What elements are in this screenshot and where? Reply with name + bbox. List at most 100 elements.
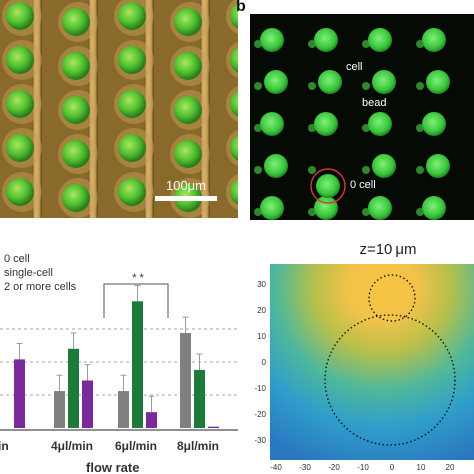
bead <box>426 154 450 178</box>
bead <box>6 90 34 118</box>
x-tick-label: -10 <box>357 463 369 472</box>
label-zero-cell: 0 cell <box>350 179 376 191</box>
bead <box>62 184 90 212</box>
bead <box>230 3 238 29</box>
channel-wall <box>32 0 42 218</box>
bead <box>6 46 34 74</box>
side-cell <box>308 40 316 48</box>
bar <box>14 359 25 428</box>
bar <box>208 426 219 428</box>
cell-outline-body <box>324 314 456 446</box>
bead <box>118 90 146 118</box>
bead <box>260 196 284 220</box>
heatmap-title: z=10 μm <box>359 241 416 258</box>
channel-wall <box>200 0 210 218</box>
scale-bar <box>155 196 217 201</box>
bead <box>372 154 396 178</box>
bar <box>146 412 157 428</box>
bead <box>368 196 392 220</box>
bead <box>260 112 284 136</box>
bar <box>82 380 93 428</box>
side-cell <box>362 166 370 174</box>
side-cell <box>308 124 316 132</box>
bead <box>368 28 392 52</box>
channel-wall <box>144 0 154 218</box>
x-tick-label: -40 <box>270 463 282 472</box>
bead <box>372 70 396 94</box>
side-cell <box>362 82 370 90</box>
side-cell <box>254 40 262 48</box>
side-cell <box>416 166 424 174</box>
bead <box>118 2 146 30</box>
legend-multi-cell: 2 or more cells <box>4 281 77 293</box>
bead <box>422 28 446 52</box>
channel-wall <box>88 0 98 218</box>
bead <box>318 70 342 94</box>
scale-bar-label: 100μm <box>166 178 206 193</box>
side-cell <box>308 166 316 174</box>
x-tick-label: 10 <box>417 463 426 472</box>
side-cell <box>308 208 316 216</box>
side-cell <box>416 40 424 48</box>
label-cell: cell <box>346 61 363 73</box>
heatmap-field <box>270 264 474 460</box>
bead <box>118 178 146 206</box>
heatmap-panel-d: z=10 μm 30 20 10 0 -10 -20 -30 -40 -30 -20 -10 0 10 2… <box>246 232 474 474</box>
bar <box>180 332 191 428</box>
side-cell <box>416 124 424 132</box>
side-cell <box>362 40 370 48</box>
bead <box>230 135 238 161</box>
bead <box>230 91 238 117</box>
bead <box>314 112 338 136</box>
side-cell <box>416 82 424 90</box>
bead <box>230 179 238 205</box>
side-cell <box>362 124 370 132</box>
x-tick-label: -30 <box>299 463 311 472</box>
bead <box>6 2 34 30</box>
panel-letter-b: b <box>236 0 246 15</box>
x-tick-label: 6μl/min <box>115 439 157 453</box>
bead <box>118 134 146 162</box>
micrograph-b: cell bead 0 cell <box>250 14 474 220</box>
y-tick-label: -30 <box>254 436 266 445</box>
y-tick-label: 20 <box>257 306 266 315</box>
side-cell <box>254 82 262 90</box>
bead <box>62 8 90 36</box>
bead <box>174 8 202 36</box>
side-cell <box>254 166 262 174</box>
bead-zero-cell <box>316 174 340 198</box>
bar <box>132 301 143 428</box>
bead <box>62 96 90 124</box>
x-axis-label: flow rate <box>86 460 139 474</box>
bar <box>118 391 129 428</box>
x-tick-label: -20 <box>328 463 340 472</box>
cell-outline-head <box>368 274 416 322</box>
micrograph-a: 100μm <box>0 0 238 218</box>
x-tick-label: 8μl/min <box>177 439 219 453</box>
y-tick-label: 10 <box>257 332 266 341</box>
highlight-circle <box>310 168 346 204</box>
bead <box>174 96 202 124</box>
bead <box>426 70 450 94</box>
x-tick-label: 20 <box>446 463 455 472</box>
bead <box>174 52 202 80</box>
significance-marker: * * <box>132 272 144 284</box>
x-tick-label: 0 <box>390 463 395 472</box>
bead <box>6 134 34 162</box>
bar <box>194 369 205 428</box>
bar <box>54 391 65 428</box>
bead <box>62 140 90 168</box>
bead <box>264 154 288 178</box>
y-tick-label: 0 <box>262 358 267 367</box>
y-tick-label: -20 <box>254 410 266 419</box>
bead <box>230 47 238 73</box>
side-cell <box>308 82 316 90</box>
y-tick-label: -10 <box>254 384 266 393</box>
bead <box>422 196 446 220</box>
side-cell <box>254 124 262 132</box>
bead <box>6 178 34 206</box>
bead <box>422 112 446 136</box>
bead <box>62 52 90 80</box>
bead <box>314 28 338 52</box>
bead <box>174 140 202 168</box>
